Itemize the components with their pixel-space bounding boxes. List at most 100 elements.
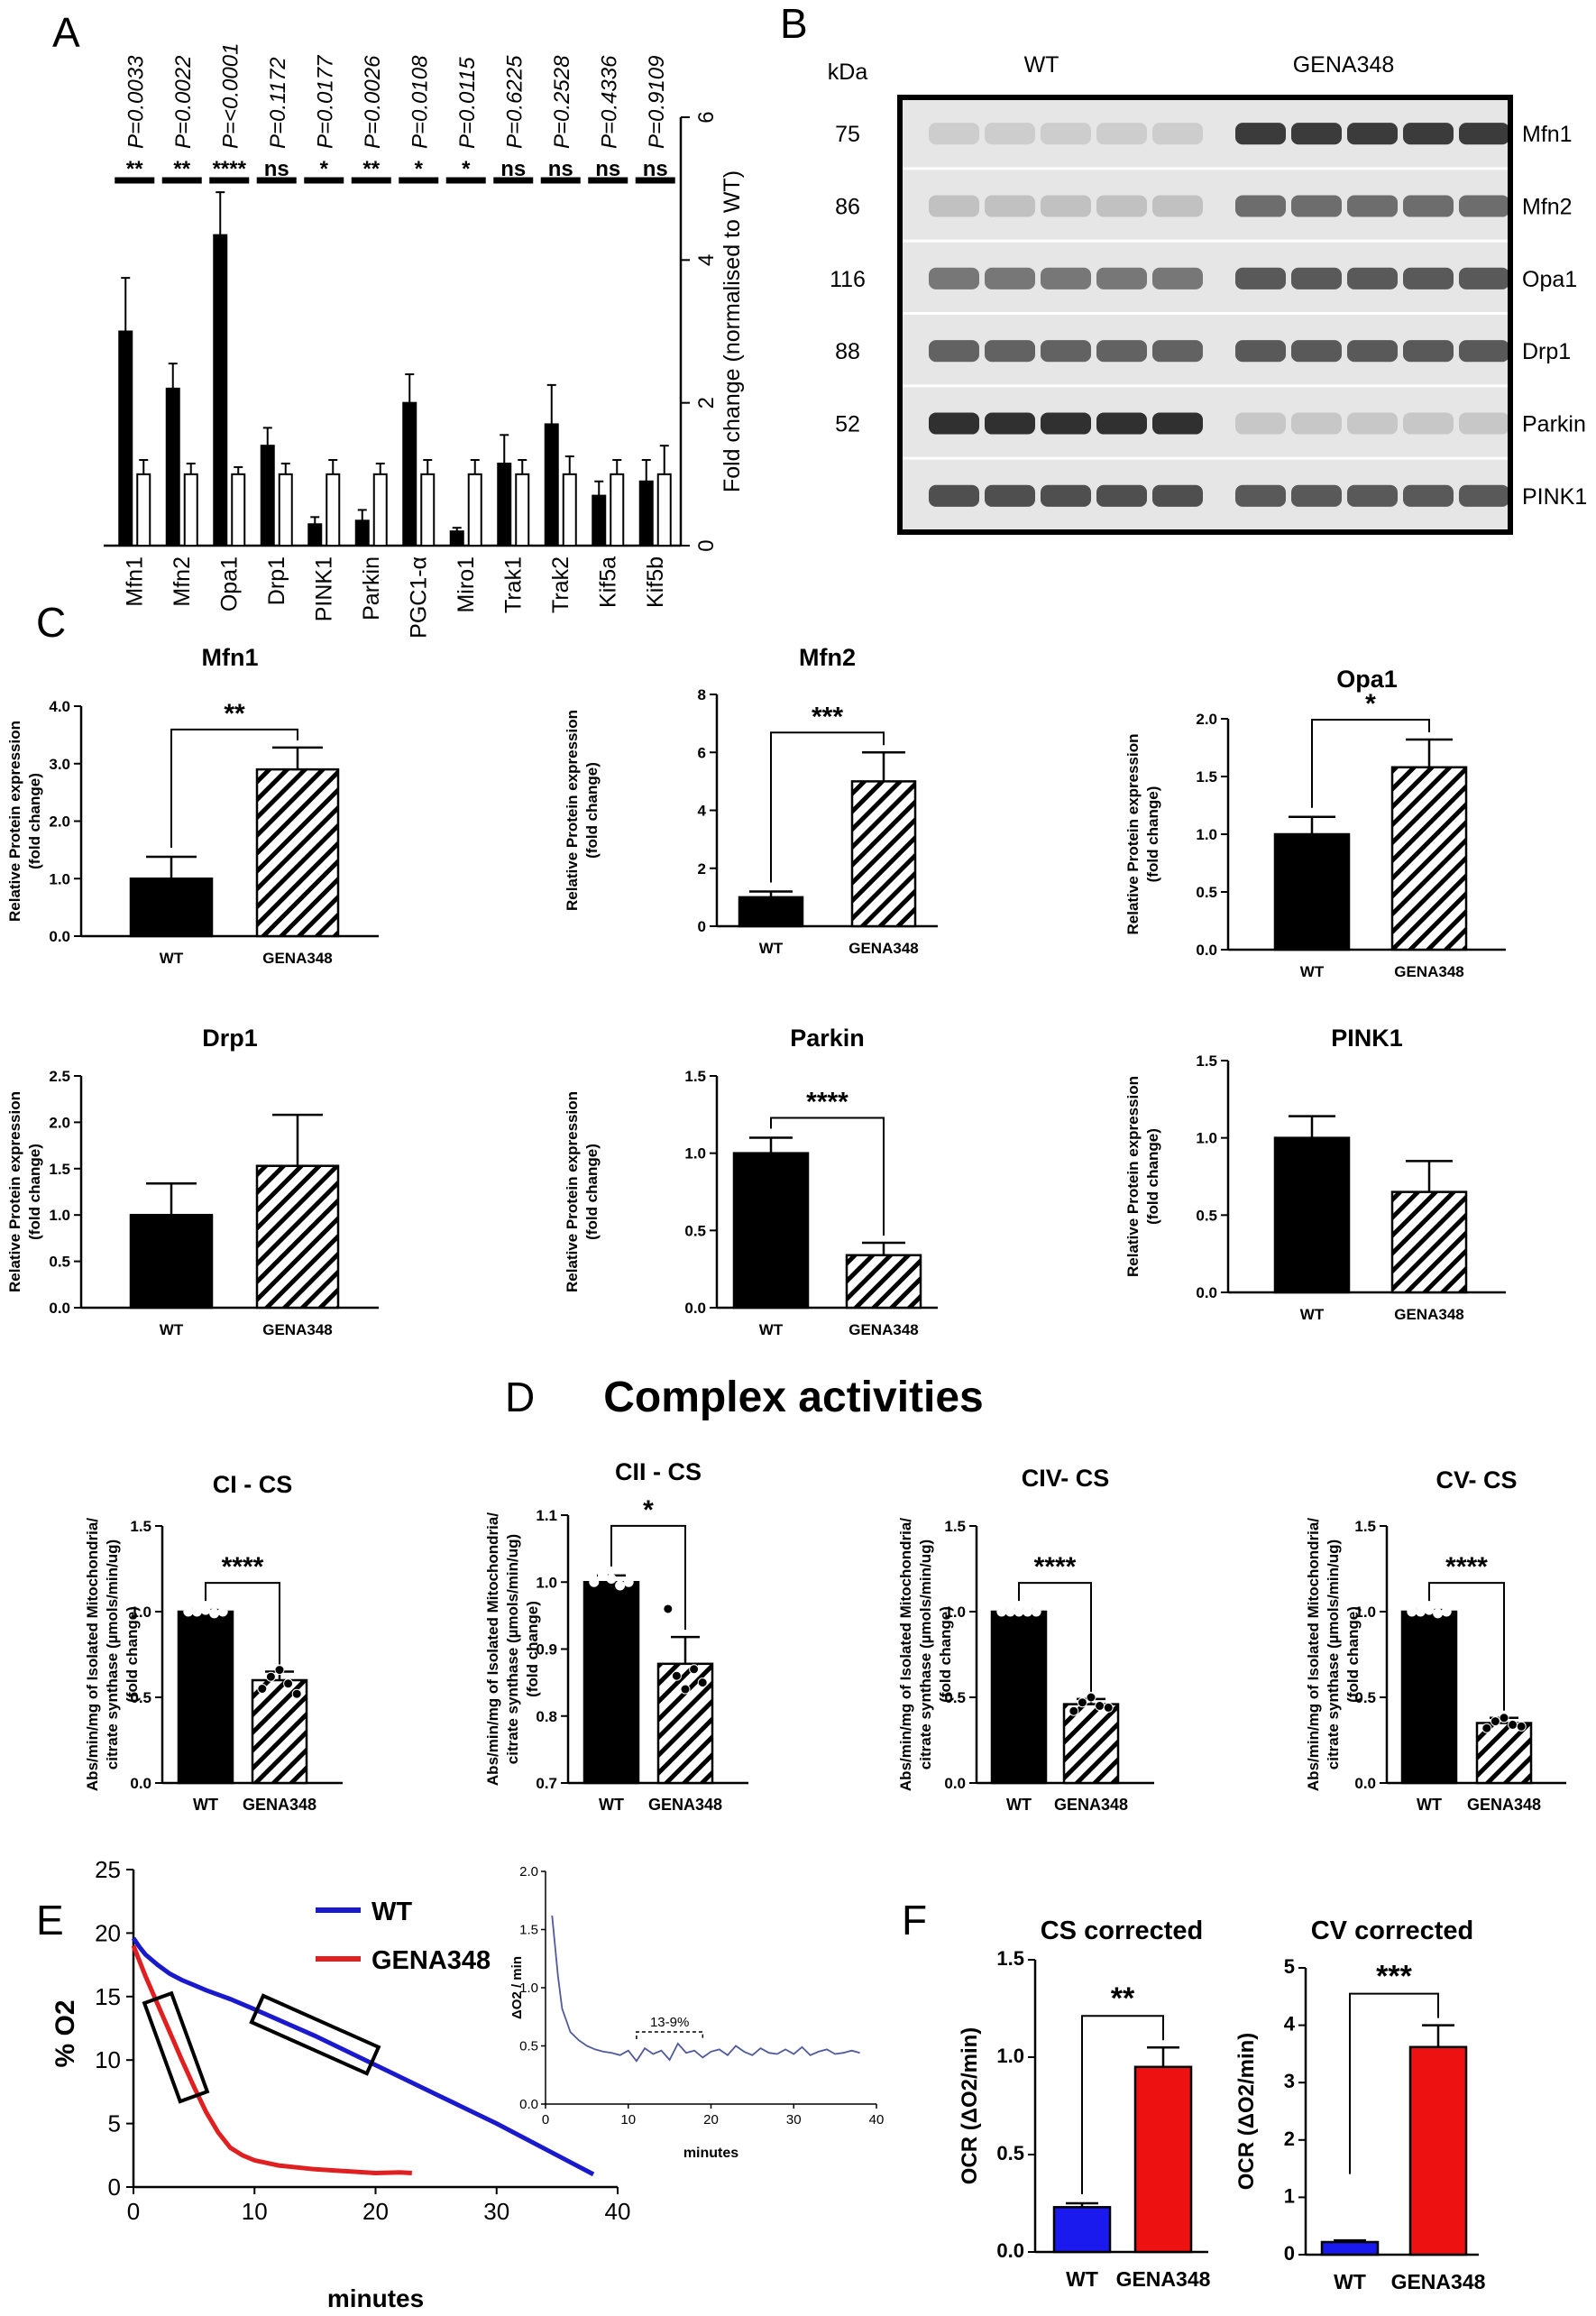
- protein-label: Mfn1: [1522, 122, 1573, 147]
- data-point: [1508, 1719, 1518, 1730]
- y-axis-label: Relative Protein expression: [564, 710, 581, 911]
- y-axis-label: Abs/min/mg of Isolated Mitochondria/: [1305, 1518, 1322, 1791]
- x-tick-label: GENA348: [243, 1796, 316, 1814]
- significance-label: ****: [1034, 1552, 1077, 1582]
- data-point: [1069, 1705, 1079, 1716]
- data-point: [623, 1576, 634, 1587]
- y-tick-label: 1.5: [1196, 768, 1217, 786]
- y-tick-label: 1.0: [1354, 1604, 1376, 1621]
- y-tick-label: 4: [1284, 2013, 1296, 2036]
- y-tick-label: 8: [698, 686, 706, 703]
- y-tick-label: 20: [95, 1919, 121, 1946]
- data-point: [1077, 1697, 1087, 1708]
- x-tick-label: 20: [362, 2198, 389, 2225]
- p-value-label: P=0.1172: [266, 57, 290, 149]
- blot-band-wt: [1041, 123, 1091, 145]
- y-tick-label: 0.0: [1354, 1775, 1376, 1792]
- x-tick-label: GENA348: [1054, 1796, 1128, 1814]
- y-axis-label: (fold change): [524, 1601, 541, 1697]
- chart-title: Mfn2: [799, 644, 856, 671]
- blot-band-gena348: [1459, 484, 1509, 507]
- y-tick-label: 25: [95, 1856, 121, 1883]
- y-tick-label: 3: [1284, 2070, 1295, 2092]
- y-tick-label: 0.5: [519, 2039, 538, 2054]
- significance-bracket: [770, 1117, 885, 1236]
- y-axis-label: (fold change): [1144, 786, 1161, 883]
- x-tick-label: PGC1-α: [406, 556, 431, 639]
- p-value-label: P=0.6225: [502, 55, 527, 149]
- x-tick-label: WT: [1417, 1796, 1442, 1814]
- bar-gena348: [656, 1662, 714, 1785]
- x-axis-label: minutes: [683, 2146, 738, 2161]
- y-axis-label: Abs/min/mg of Isolated Mitochondria/: [897, 1518, 914, 1791]
- x-tick-label: Drp1: [264, 556, 289, 605]
- bar-wt: [183, 473, 198, 547]
- y-tick-label: 6: [698, 744, 706, 761]
- x-tick-label: Trak1: [500, 556, 526, 613]
- chart-title: CI - CS: [213, 1471, 293, 1498]
- y-tick-label: 1.0: [130, 1604, 151, 1621]
- chart-f-cv-corrected: CV corrected 0 1 2 3 4 5 OCR (ΔO2/min) WT GENA348…: [1234, 1916, 1486, 2293]
- y-tick-label: 1: [1284, 2184, 1295, 2207]
- blot-band-gena348: [1403, 195, 1454, 217]
- significance-label: ns: [500, 157, 526, 181]
- blot-band-wt: [1096, 267, 1147, 290]
- data-point: [291, 1688, 302, 1699]
- blot-band-wt: [1096, 123, 1147, 145]
- y-tick-label: 2.0: [49, 1114, 70, 1131]
- bar-wt: [420, 473, 436, 547]
- chart-c-opa1: Opa1 0.0 0.5 1.0 1.5 2.0 Relative Protein expr…: [1124, 666, 1506, 980]
- significance-bracket: [170, 728, 298, 849]
- y-axis-label: citrate synthase (µmols/min/ug): [917, 1539, 934, 1769]
- data-point: [209, 1608, 220, 1619]
- significance-label: ****: [213, 157, 247, 181]
- bar-gena348: [165, 387, 180, 547]
- data-point: [589, 1576, 600, 1587]
- bar-wt: [129, 878, 214, 938]
- blot-band-gena348: [1347, 267, 1398, 290]
- y-tick-label: 1.0: [684, 1145, 706, 1163]
- blot-band-wt: [985, 484, 1035, 507]
- y-tick-label: 1.0: [536, 1574, 557, 1591]
- y-axis-label: citrate synthase (µmols/min/ug): [504, 1534, 521, 1764]
- y-tick-label: 0.5: [49, 1254, 70, 1271]
- x-tick-label: 10: [620, 2112, 636, 2128]
- y-tick-label: 0.5: [944, 1689, 966, 1706]
- chart-c-pink1: PINK1 0.0 0.5 1.0 1.5 Relative Protein expres…: [1124, 1025, 1506, 1323]
- blot-band-wt: [1096, 195, 1147, 217]
- p-value-label: P=0.0026: [361, 55, 385, 149]
- bar-wt: [278, 473, 293, 547]
- kda-value: 116: [830, 267, 866, 292]
- bar-gena348: [255, 1164, 340, 1310]
- blot-band-gena348: [1235, 484, 1286, 507]
- data-point: [663, 1604, 674, 1614]
- bar-wt: [610, 473, 625, 547]
- x-tick-label: WT: [1300, 1306, 1325, 1323]
- panel-d-title: Complex activities: [603, 1374, 984, 1421]
- bar-gena348: [1408, 2045, 1468, 2256]
- x-tick-label: 10: [242, 2198, 268, 2225]
- annotation-label: 13-9%: [650, 2015, 689, 2030]
- blot-band-wt: [985, 123, 1035, 145]
- bar-wt: [582, 1581, 640, 1785]
- blot-band-wt: [1152, 123, 1203, 145]
- x-tick-label: 30: [786, 2112, 802, 2128]
- bar-wt: [1052, 2206, 1112, 2254]
- data-point: [671, 1670, 682, 1681]
- y-tick-label: 1.5: [130, 1518, 151, 1535]
- bar-wt: [467, 473, 482, 547]
- data-point: [265, 1671, 276, 1682]
- bar-wt: [1273, 1136, 1351, 1294]
- y-tick-label: 4: [694, 254, 719, 266]
- data-point: [606, 1574, 617, 1585]
- chart-c-drp1: Drp1 0.0 0.5 1.0 1.5 2.0 2.5 Relative Protein e…: [6, 1025, 379, 1338]
- y-tick-label: 0.0: [130, 1775, 151, 1792]
- blot-band-wt: [985, 195, 1035, 217]
- x-tick-label: Opa1: [216, 556, 242, 611]
- chart-e-oxygen-trace: 0 5 10 15 20 25 0 10 20 30 40 minutes % O2: [50, 1856, 630, 2312]
- blot-band-gena348: [1347, 340, 1398, 363]
- p-value-label: P=0.0022: [171, 56, 196, 149]
- bar-wt: [656, 473, 672, 547]
- y-tick-label: 3.0: [49, 756, 70, 773]
- y-tick-label: 0: [698, 918, 706, 935]
